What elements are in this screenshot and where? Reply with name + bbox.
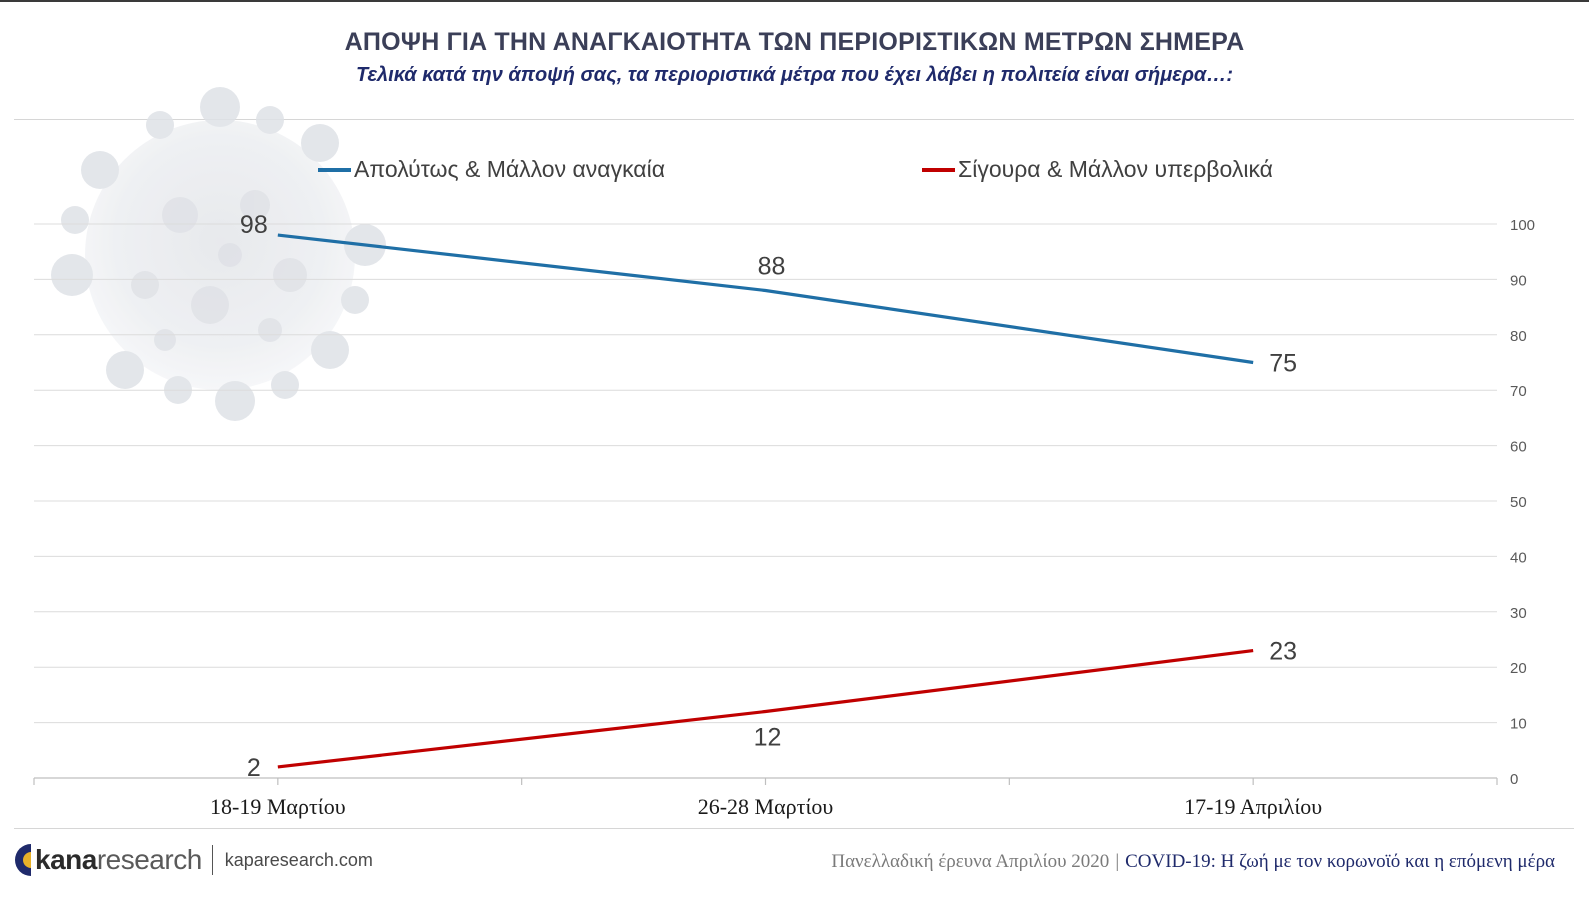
legend-label-excessive: Σίγουρα & Μάλλον υπερβολικά (958, 156, 1273, 182)
y-tick-label-0: 0 (1510, 771, 1518, 788)
brand-name-bold: kana (35, 844, 97, 875)
footer-source: Πανελλαδική έρευνα Απριλίου 2020 | COVID-1… (831, 851, 1555, 873)
data-label: 75 (1269, 350, 1297, 378)
y-tick-label-90: 90 (1510, 272, 1527, 289)
legend-swatch-excessive (922, 167, 955, 172)
legend-label-necessary: Απολύτως & Μάλλον αναγκαία (354, 156, 665, 182)
x-tick-label: 17-19 Απριλίου (1184, 794, 1322, 819)
y-tick-label-10: 10 (1510, 716, 1527, 733)
y-tick-label-80: 80 (1510, 328, 1527, 345)
header-divider (14, 119, 1574, 120)
footer-survey: Πανελλαδική έρευνα Απριλίου 2020 (831, 851, 1110, 872)
x-tick-label: 26-28 Μαρτίου (698, 794, 834, 819)
y-tick-label-60: 60 (1510, 439, 1527, 456)
brand-separator (211, 845, 213, 875)
brand-url: kaparesearch.com (224, 849, 373, 870)
data-label: 23 (1269, 638, 1297, 666)
y-tick-label-30: 30 (1510, 605, 1527, 622)
series-line-excessive (277, 648, 1254, 769)
brand-name-light: research (96, 844, 202, 875)
y-tick-label-40: 40 (1510, 549, 1527, 566)
y-tick-label-100: 100 (1510, 217, 1535, 234)
x-tick-label: 18-19 Μαρτίου (210, 794, 346, 819)
series-line-necessary (277, 233, 1254, 365)
brand-mark-icon (15, 844, 31, 876)
data-label: 98 (240, 211, 268, 239)
virus-watermark-icon (51, 87, 386, 421)
chart-subtitle: Τελικά κατά την άποψή σας, τα περιοριστι… (355, 64, 1233, 86)
footer-topic: COVID-19: Η ζωή με τον κορωνοϊό και η επ… (1125, 851, 1555, 872)
data-label: 2 (247, 754, 261, 782)
y-tick-label-20: 20 (1510, 660, 1527, 677)
legend-swatch-necessary (318, 167, 351, 172)
chart-title: ΑΠΟΨΗ ΓΙΑ ΤΗΝ ΑΝΑΓΚΑΙΟΤΗΤΑ ΤΩΝ ΠΕΡΙΟΡΙΣΤ… (344, 28, 1245, 56)
data-label: 12 (754, 724, 782, 752)
y-tick-label-50: 50 (1510, 494, 1527, 511)
data-label: 88 (758, 252, 786, 280)
legend-item-necessary: Απολύτως & Μάλλον αναγκαία (318, 156, 665, 183)
footer-divider (14, 828, 1574, 829)
top-border-line (0, 0, 1589, 2)
footer-separator: | (1115, 851, 1120, 872)
brand-logo: kana research kaparesearch.com (14, 840, 373, 880)
legend-item-excessive: Σίγουρα & Μάλλον υπερβολικά (922, 156, 1273, 183)
y-tick-label-70: 70 (1510, 383, 1527, 400)
